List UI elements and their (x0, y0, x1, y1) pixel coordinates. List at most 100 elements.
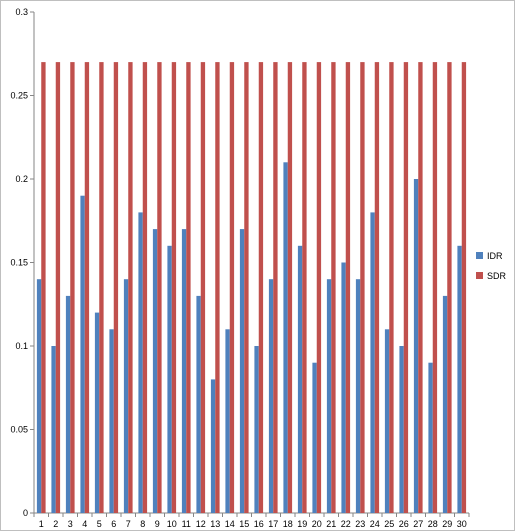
bar-idr (399, 346, 404, 513)
x-tick-label: 6 (111, 519, 116, 529)
bar-idr (167, 245, 172, 514)
legend-label: SDR (487, 271, 507, 281)
legend-label: IDR (487, 251, 503, 261)
bar-idr (152, 229, 158, 513)
x-tick-label: 26 (399, 519, 409, 529)
bar-sdr (244, 62, 249, 513)
bar-idr (428, 362, 433, 513)
x-tick-label: 20 (312, 519, 322, 529)
y-tick-label: 0.3 (15, 7, 28, 17)
bar-sdr (128, 62, 133, 513)
bar-idr (326, 279, 332, 513)
bar-sdr (374, 62, 380, 513)
bar-idr (196, 295, 201, 513)
bar-sdr (84, 62, 90, 513)
x-tick-label: 13 (210, 519, 220, 529)
y-tick-label: 0.2 (15, 174, 28, 184)
x-tick-label: 29 (442, 519, 452, 529)
bar-sdr (41, 62, 46, 513)
legend-swatch (476, 272, 483, 279)
bar-idr (123, 279, 129, 513)
bar-sdr (142, 62, 148, 513)
x-tick-label: 21 (326, 519, 336, 529)
bar-idr (297, 245, 303, 514)
legend-swatch (476, 252, 483, 259)
bar-sdr (171, 62, 177, 513)
x-tick-label: 23 (355, 519, 365, 529)
bar-sdr (99, 62, 104, 513)
x-tick-label: 9 (155, 519, 160, 529)
bar-sdr (331, 62, 336, 513)
bar-idr (239, 229, 245, 513)
bar-idr (94, 312, 100, 513)
bar-idr (355, 279, 361, 513)
y-tick-label: 0.05 (10, 425, 28, 435)
x-tick-label: 19 (297, 519, 307, 529)
bar-sdr (215, 62, 220, 513)
bar-idr (254, 346, 259, 513)
x-tick-label: 12 (196, 519, 206, 529)
bar-sdr (360, 62, 365, 513)
bar-idr (384, 329, 390, 513)
legend: IDR SDR (476, 251, 507, 281)
x-tick-label: 22 (341, 519, 351, 529)
bar-sdr (389, 62, 394, 513)
bar-sdr (113, 62, 119, 513)
bar-idr (36, 279, 42, 513)
bar-idr (442, 295, 448, 513)
bars (36, 62, 467, 514)
bar-idr (370, 212, 375, 513)
bar-idr (181, 229, 187, 513)
bar-idr (210, 379, 216, 513)
x-tick-label: 3 (68, 519, 73, 529)
x-tick-label: 25 (384, 519, 394, 529)
bar-idr (138, 212, 143, 513)
x-tick-label: 27 (413, 519, 423, 529)
bar-sdr (461, 62, 467, 513)
bar-idr (268, 279, 274, 513)
bar-sdr (447, 62, 452, 513)
x-tick-label: 30 (457, 519, 467, 529)
bar-idr (65, 295, 71, 513)
bar-idr (312, 362, 317, 513)
x-tick-label: 24 (370, 519, 380, 529)
y-tick-label: 0.25 (10, 91, 28, 101)
bar-sdr (345, 62, 351, 513)
x-tick-label: 11 (182, 519, 191, 529)
bar-sdr (418, 62, 423, 513)
bar-sdr (186, 62, 191, 513)
y-tick-label: 0 (23, 508, 28, 518)
x-tick-label: 16 (254, 519, 264, 529)
x-tick-label: 8 (140, 519, 145, 529)
bar-sdr (287, 62, 293, 513)
x-tick-label: 1 (39, 519, 44, 529)
x-tick-label: 14 (225, 519, 235, 529)
bar-idr (225, 329, 230, 513)
bar-sdr (273, 62, 278, 513)
bar-sdr (55, 62, 61, 513)
x-tick-label: 4 (82, 519, 87, 529)
bar-idr (413, 179, 419, 513)
bar-sdr (258, 62, 264, 513)
bar-idr (80, 195, 85, 513)
bar-sdr (229, 62, 235, 513)
x-tick-label: 5 (97, 519, 102, 529)
bar-idr (341, 262, 346, 513)
y-tick-label: 0.15 (10, 258, 28, 268)
bar-sdr (403, 62, 409, 513)
x-tick-label: 18 (283, 519, 293, 529)
bar-sdr (316, 62, 322, 513)
x-tick-label: 2 (53, 519, 58, 529)
bar-idr (109, 329, 114, 513)
x-tick-label: 10 (167, 519, 177, 529)
bar-sdr (70, 62, 75, 513)
bar-sdr (157, 62, 162, 513)
bar-idr (457, 245, 462, 514)
x-tick-label: 17 (268, 519, 278, 529)
x-tick-label: 15 (239, 519, 249, 529)
x-axis-ticks: 1 2 3 4 5 6 7 8 9 10 11 12 13 14 15 16 17 18 19 20 21 22 23 24 2… (33, 513, 470, 529)
bar-sdr (200, 62, 206, 513)
bar-sdr (432, 62, 438, 513)
